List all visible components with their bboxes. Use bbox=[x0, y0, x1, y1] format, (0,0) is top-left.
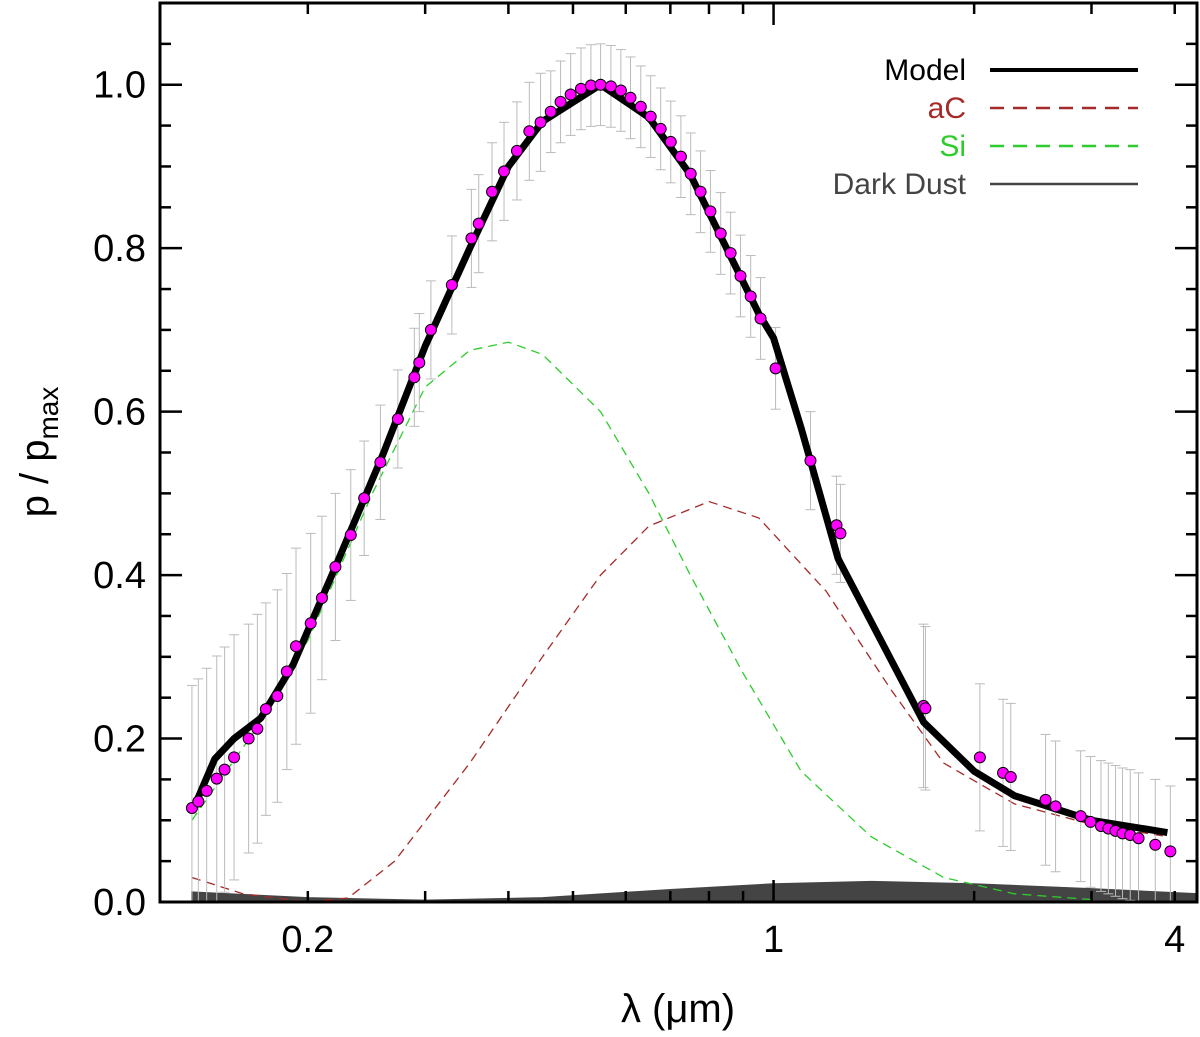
legend-label-Si: Si bbox=[939, 130, 966, 163]
y-tick-label: 0.8 bbox=[93, 228, 146, 270]
data-point bbox=[329, 560, 342, 573]
data-point bbox=[210, 772, 223, 785]
y-tick-label: 0.2 bbox=[93, 719, 146, 761]
data-point bbox=[251, 722, 264, 735]
data-point bbox=[674, 150, 687, 163]
data-point bbox=[724, 247, 737, 260]
data-point bbox=[564, 88, 577, 101]
legend-label-model: Model bbox=[884, 54, 966, 87]
data-point bbox=[694, 185, 707, 198]
data-point bbox=[445, 278, 458, 291]
data-point bbox=[192, 795, 205, 808]
data-point bbox=[714, 227, 727, 240]
data-point bbox=[280, 665, 293, 678]
data-point bbox=[1149, 838, 1162, 851]
data-point bbox=[804, 454, 817, 467]
x-tick-label: 0.2 bbox=[281, 919, 334, 961]
x-axis-label: λ (μm) bbox=[621, 987, 735, 1031]
data-point bbox=[1074, 810, 1087, 823]
y-axis-label: p / pmax bbox=[13, 387, 64, 518]
data-point bbox=[1164, 845, 1177, 858]
data-point bbox=[574, 82, 587, 95]
data-point bbox=[358, 492, 371, 505]
data-point bbox=[523, 125, 536, 138]
data-point bbox=[304, 617, 317, 630]
data-point bbox=[242, 732, 255, 745]
data-point bbox=[374, 456, 387, 469]
x-tick-label: 4 bbox=[1164, 919, 1185, 961]
y-tick-label: 0.4 bbox=[93, 555, 146, 597]
x-tick-label: 1 bbox=[763, 919, 784, 961]
data-point bbox=[634, 100, 647, 113]
data-point bbox=[228, 751, 241, 764]
data-point bbox=[1049, 800, 1062, 813]
data-point bbox=[218, 763, 231, 776]
data-point bbox=[408, 371, 421, 384]
data-point bbox=[644, 110, 657, 123]
data-point bbox=[973, 751, 986, 764]
data-point bbox=[510, 144, 523, 157]
data-point bbox=[554, 95, 567, 108]
data-point bbox=[534, 116, 547, 129]
plot-area bbox=[185, 43, 1197, 902]
data-point bbox=[486, 185, 499, 198]
data-point bbox=[664, 135, 677, 148]
data-point bbox=[472, 217, 485, 230]
data-point bbox=[498, 165, 511, 178]
data-point bbox=[259, 703, 272, 716]
plot-content bbox=[185, 43, 1197, 902]
y-tick-label: 0.0 bbox=[93, 882, 146, 924]
data-point bbox=[413, 356, 426, 369]
data-point bbox=[734, 269, 747, 282]
data-point bbox=[1039, 793, 1052, 806]
model-curve bbox=[188, 81, 1168, 836]
legend-label-aC: aC bbox=[928, 92, 966, 125]
data-point bbox=[684, 167, 697, 180]
data-point bbox=[754, 312, 767, 325]
data-point bbox=[200, 784, 213, 797]
data-point bbox=[604, 80, 617, 93]
data-point bbox=[1004, 770, 1017, 783]
data-point bbox=[391, 412, 404, 425]
data-point bbox=[919, 702, 932, 715]
axes: 0.0 0.2 0.4 0.6 0.8 1.0 0.2 1 4 bbox=[93, 1, 1199, 961]
legend: Model aC Si Dark Dust bbox=[833, 54, 1138, 201]
plot-frame bbox=[158, 1, 1199, 904]
data-point bbox=[344, 529, 357, 542]
y-tick-label: 1.0 bbox=[93, 65, 146, 107]
data-point bbox=[834, 527, 847, 540]
data-point bbox=[654, 122, 667, 135]
si-curve bbox=[191, 341, 1092, 901]
data-point bbox=[614, 84, 627, 97]
data-point bbox=[744, 290, 757, 303]
data-point bbox=[290, 640, 303, 653]
data-point bbox=[465, 232, 478, 245]
data-point bbox=[271, 690, 284, 703]
y-tick-label: 0.6 bbox=[93, 392, 146, 434]
data-point bbox=[544, 105, 557, 118]
data-point bbox=[1132, 832, 1145, 845]
data-point bbox=[624, 91, 637, 104]
legend-label-dark: Dark Dust bbox=[833, 168, 967, 201]
data-point bbox=[769, 362, 782, 375]
data-point bbox=[315, 591, 328, 604]
data-point bbox=[1084, 815, 1097, 828]
data-point bbox=[704, 205, 717, 218]
data-point bbox=[594, 78, 607, 91]
data-point bbox=[424, 323, 437, 336]
